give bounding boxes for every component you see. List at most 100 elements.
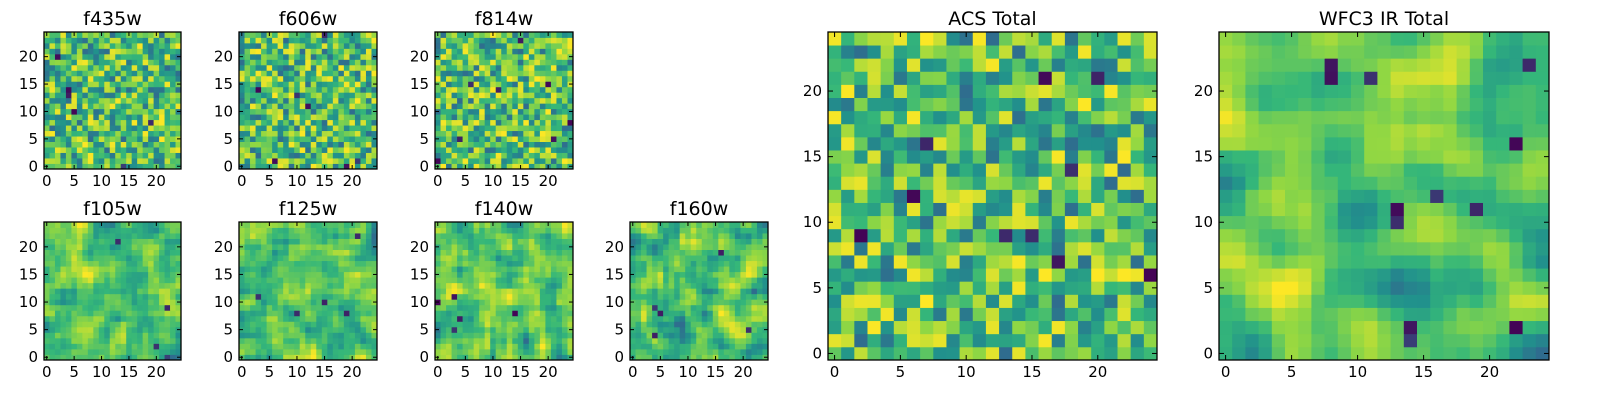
heatmap-cell: [261, 321, 267, 328]
heatmap-cell: [446, 42, 452, 49]
heatmap-cell: [490, 64, 497, 71]
axes-frame: [238, 221, 378, 361]
heatmap-cell: [283, 92, 290, 99]
heatmap-cell: [244, 147, 251, 153]
heatmap-cell: [1130, 307, 1145, 322]
heatmap-cell: [310, 152, 317, 159]
heatmap-cell: [561, 108, 568, 115]
heatmap-cell: [288, 326, 295, 333]
heatmap-cell: [1078, 346, 1092, 361]
heatmap-cell: [354, 304, 361, 311]
heatmap-cell: [1025, 320, 1039, 335]
heatmap-cell: [685, 271, 692, 278]
heatmap-cell: [148, 266, 154, 273]
heatmap-cell: [98, 315, 105, 322]
heatmap-cell: [473, 326, 480, 333]
heatmap-cell: [745, 343, 752, 350]
heatmap-cell: [734, 354, 741, 361]
y-tick-label: 15: [19, 265, 38, 283]
heatmap-cell: [462, 315, 469, 322]
heatmap-cell: [468, 48, 475, 55]
heatmap-cell: [729, 337, 736, 344]
panel-title: f606w: [279, 8, 338, 30]
heatmap-cell: [528, 293, 535, 300]
heatmap-cell: [473, 343, 480, 350]
heatmap-cell: [137, 70, 144, 77]
heatmap-cell: [740, 260, 747, 267]
heatmap-cell: [365, 147, 372, 153]
heatmap-cell: [528, 277, 535, 284]
heatmap-cell: [148, 222, 154, 228]
heatmap-cell: [920, 241, 934, 256]
heatmap-cell: [707, 260, 714, 267]
heatmap-cell: [718, 332, 725, 339]
heatmap-cell: [528, 326, 535, 333]
heatmap-cell: [841, 189, 855, 203]
heatmap-cell: [131, 64, 138, 71]
heatmap-cell: [545, 42, 552, 49]
heatmap-cell: [104, 86, 111, 93]
heatmap-cell: [457, 244, 463, 250]
heatmap-cell: [534, 125, 541, 132]
heatmap-cell: [473, 136, 480, 142]
heatmap-cell: [365, 222, 372, 228]
heatmap-cell: [652, 271, 658, 278]
heatmap-cell: [473, 75, 480, 82]
heatmap-cell: [349, 158, 356, 164]
heatmap-cell: [261, 277, 267, 284]
heatmap-cell: [701, 288, 708, 295]
heatmap-cell: [854, 189, 868, 203]
heatmap-cell: [104, 32, 111, 38]
heatmap-cell: [310, 271, 317, 278]
heatmap-cell: [137, 48, 144, 55]
heatmap-cell: [354, 32, 361, 38]
x-tick-label: 0: [433, 363, 443, 381]
heatmap-cell: [690, 343, 697, 350]
heatmap-cell: [153, 321, 160, 328]
heatmap-cell: [272, 119, 279, 126]
heatmap-cell: [283, 332, 290, 339]
heatmap-cell: [630, 277, 636, 284]
heatmap-cell: [49, 86, 56, 93]
heatmap-cell: [294, 70, 301, 77]
heatmap-cell: [1143, 281, 1158, 295]
heatmap-cell: [54, 332, 61, 339]
heatmap-cell: [98, 277, 105, 284]
heatmap-cell: [523, 147, 530, 153]
heatmap-cell: [734, 337, 741, 344]
heatmap-cell: [354, 59, 361, 66]
heatmap-cell: [316, 238, 323, 245]
heatmap-cell: [327, 310, 334, 317]
heatmap-cell: [479, 326, 486, 333]
heatmap-cell: [349, 53, 356, 60]
heatmap-cell: [462, 233, 469, 239]
heatmap-cell: [740, 310, 747, 317]
heatmap-cell: [54, 97, 61, 104]
heatmap-cell: [170, 343, 176, 350]
heatmap-cell: [170, 337, 176, 344]
heatmap-cell: [93, 86, 100, 93]
heatmap-cell: [495, 304, 502, 311]
heatmap-cell: [137, 125, 144, 132]
heatmap-cell: [244, 48, 251, 55]
heatmap-cell: [567, 266, 574, 273]
heatmap-cell: [126, 288, 133, 295]
heatmap-cell: [696, 348, 703, 355]
y-tick-label: 5: [28, 130, 38, 148]
heatmap-cell: [360, 32, 367, 38]
heatmap-cell: [98, 48, 105, 55]
heatmap-cell: [170, 147, 176, 153]
heatmap-cell: [946, 241, 960, 256]
heatmap-cell: [153, 310, 160, 317]
heatmap-cell: [567, 119, 574, 126]
heatmap-cell: [435, 238, 441, 245]
heatmap-cell: [365, 103, 372, 110]
heatmap-cell: [668, 233, 675, 239]
heatmap-cell: [473, 130, 480, 137]
heatmap-cell: [299, 288, 306, 295]
heatmap-cell: [327, 48, 334, 55]
heatmap-cell: [867, 189, 882, 203]
heatmap-cell: [867, 294, 882, 308]
heatmap-cell: [327, 244, 334, 250]
